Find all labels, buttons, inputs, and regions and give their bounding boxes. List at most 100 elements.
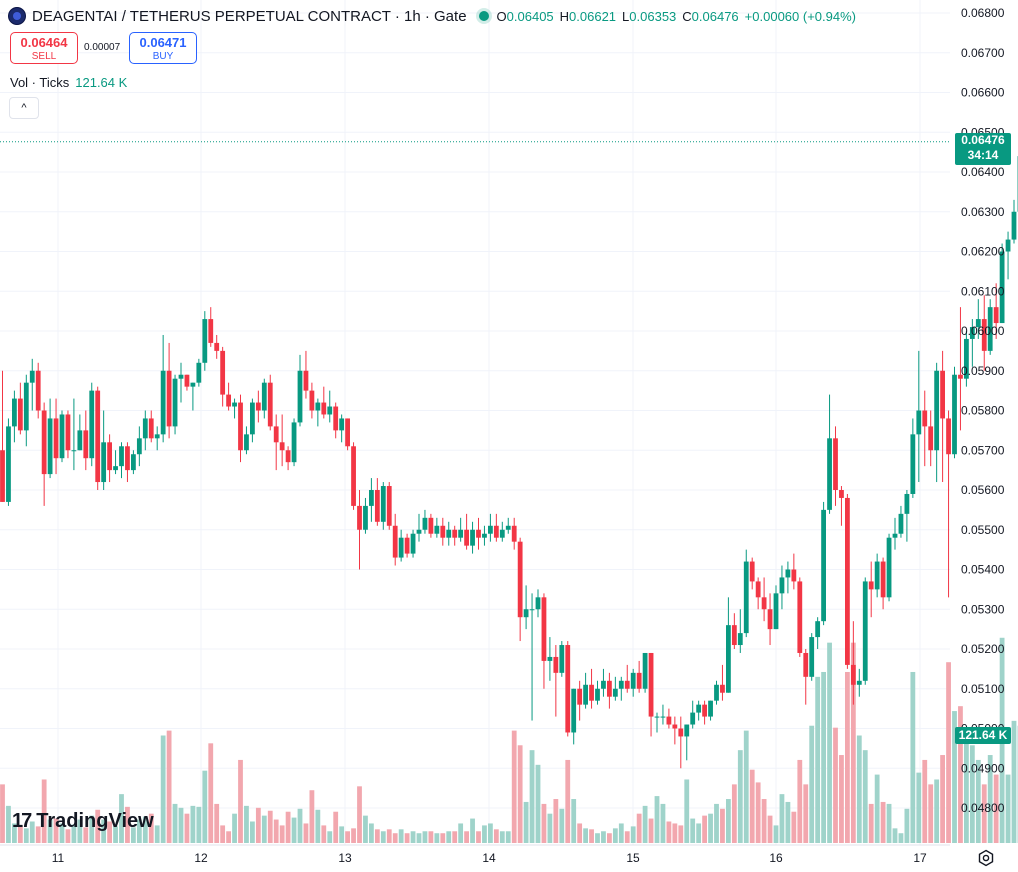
volume-bar [702,815,707,843]
sell-button[interactable]: 0.06464 SELL [10,32,78,64]
volume-legend[interactable]: Vol · Ticks 121.64 K [10,75,127,90]
y-tick-label: 0.06300 [961,205,1005,219]
volume-bar [803,784,809,843]
candle-body [577,688,583,705]
volume-bar [452,831,458,843]
candle-body [238,402,243,451]
candle-body [285,450,291,463]
volume-bar [755,782,761,843]
candle-body [113,466,118,471]
candle-body [59,414,65,459]
candle-body [261,382,267,411]
candle-body [565,645,571,733]
candle-body [178,374,184,379]
candle-body [553,656,559,673]
volume-bar [541,803,547,843]
candle-body [773,593,779,630]
candle-body [708,700,713,717]
volume-bar [345,831,350,843]
volume-bar [648,818,654,843]
volume-bar [874,774,880,843]
volume-bar [440,833,446,843]
candle-body [232,402,237,407]
volume-bar [779,794,785,843]
volume-bar [214,803,220,843]
candle-body [440,525,446,538]
candle-body [987,307,993,351]
volume-bar [743,730,749,843]
volume-bar [952,711,957,843]
candle-body [535,597,541,610]
candle-body [476,529,481,538]
volume-bar [184,813,190,843]
y-tick-label: 0.05400 [961,563,1005,577]
buy-button[interactable]: 0.06471 BUY [129,32,197,64]
y-tick-label: 0.06000 [961,324,1005,338]
volume-bar [505,831,511,843]
volume-bar [131,827,136,843]
volume-bar [886,803,892,843]
ohlc-values: O0.06405 H0.06621 L0.06353 C0.06476 +0.0… [497,9,856,24]
candle-body [559,645,565,673]
volume-bar [833,727,838,843]
y-tick-label: 0.05900 [961,364,1005,378]
candle-body [612,688,618,697]
candle-body [850,664,856,685]
volume-bar [250,821,255,843]
candle-body [696,704,702,713]
volume-bar [922,759,928,843]
tradingview-logo[interactable]: 17 TradingView [12,810,154,833]
volume-bar [993,774,999,843]
volume-bar [321,825,327,843]
candle-body [964,338,969,379]
y-tick-label: 0.05600 [961,483,1005,497]
candle-body [41,410,47,475]
symbol-title[interactable]: DEAGENTAI / TETHERUS PERPETUAL CONTRACT … [32,7,467,25]
candle-body [470,529,475,546]
x-tick-label: 12 [194,851,208,865]
volume-bar [488,823,493,843]
volume-bar [523,801,529,843]
y-tick-label: 0.06200 [961,245,1005,259]
volume-bar [589,829,594,843]
candle-body [488,525,493,534]
candle-body [89,390,95,459]
volume-bar [1005,774,1011,843]
volume-bar [83,827,89,843]
y-tick-label: 0.04800 [961,801,1005,815]
settings-gear-icon[interactable] [977,849,995,867]
volume-bar [386,829,392,843]
volume-bar [434,833,440,843]
candle-body [589,684,594,701]
candle-body [886,537,892,598]
volume-bar [327,831,333,843]
volume-bar [178,807,184,843]
collapse-legend-button[interactable]: ^ [9,97,39,119]
volume-bar [898,833,904,843]
volume-bar [6,805,11,843]
candle-body [499,529,505,538]
candle-body [71,450,77,452]
volume-bar [714,803,719,843]
candle-body [321,402,327,415]
volume-bar [666,821,672,843]
volume-bar [767,815,773,843]
volume-bar [642,805,648,843]
volume-bar [291,817,297,843]
volume-bar [553,799,559,843]
candle-body [142,418,148,439]
tradingview-wordmark: TradingView [36,810,154,832]
volume-bar [975,759,981,843]
volume-bar [220,825,226,843]
candle-body [952,374,957,455]
candle-body [250,402,255,435]
candle-body [731,625,737,646]
volume-bar [59,823,65,843]
volume-bar [458,823,464,843]
candle-body [95,390,101,483]
candle-body [583,684,588,705]
volume-bar [315,809,321,843]
volume-bar [53,818,59,843]
volume-bar [773,825,779,843]
